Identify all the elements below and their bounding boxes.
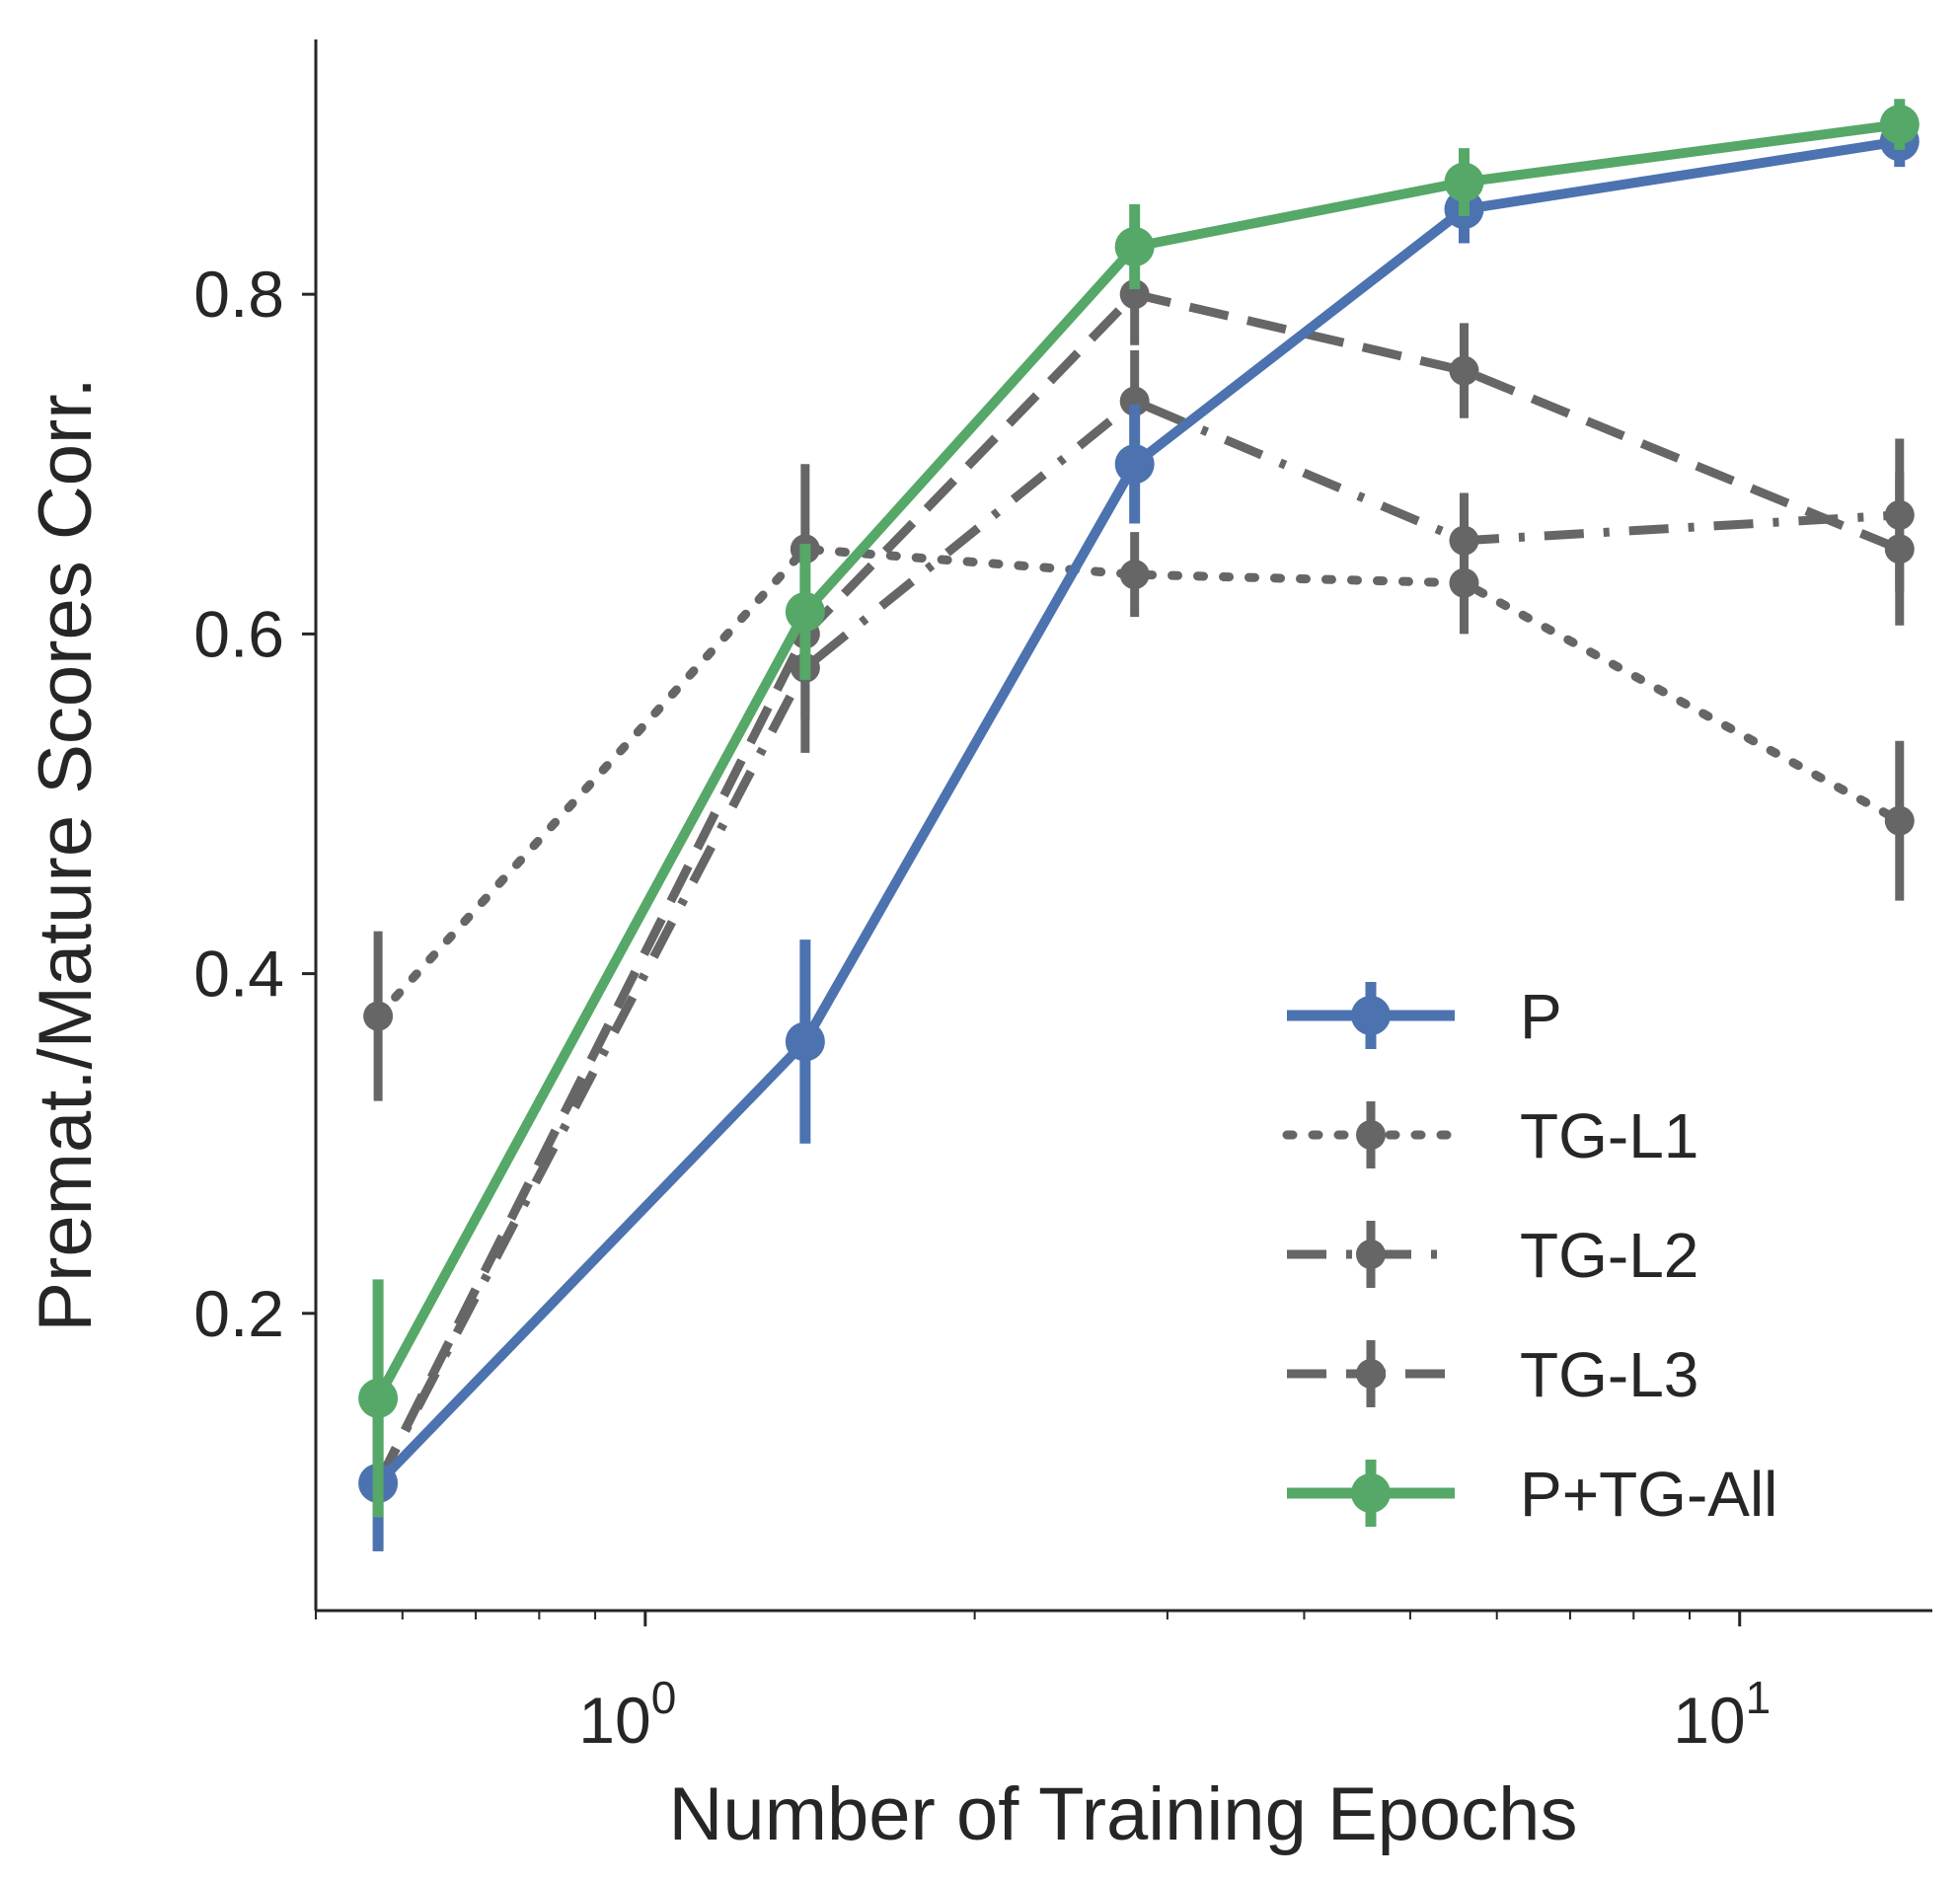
legend-label: TG-L3 (1520, 1339, 1698, 1410)
legend-item-p-tg-all: P+TG-All (1287, 1459, 1777, 1530)
series-line-tg-l1 (373, 544, 1905, 1021)
y-tick-label: 0.8 (193, 258, 284, 331)
legend-marker (1356, 1240, 1386, 1269)
data-point (1119, 386, 1150, 416)
legend-label: P (1520, 981, 1562, 1052)
data-point (1444, 162, 1484, 202)
x-tick-label: 101 (1673, 1672, 1771, 1757)
y-tick-label: 0.4 (193, 938, 284, 1011)
data-point (785, 592, 825, 633)
series (358, 99, 1920, 1551)
data-point (358, 1378, 399, 1418)
y-axis-title: Premat./Mature Scores Corr. (24, 377, 108, 1331)
data-point (1449, 525, 1479, 556)
legend-marker (1356, 1120, 1386, 1150)
legend-label: TG-L2 (1520, 1220, 1698, 1291)
x-tick-base: 10 (1673, 1684, 1745, 1757)
legend-item-tg-l1: TG-L1 (1282, 1100, 1698, 1171)
axes (314, 39, 1932, 1613)
x-axis-title: Number of Training Epochs (669, 1772, 1578, 1856)
data-point (1119, 279, 1150, 310)
series-p-tg-all (358, 99, 1920, 1518)
legend-marker (1351, 996, 1391, 1035)
data-point (1114, 444, 1155, 485)
data-point (1449, 355, 1479, 386)
legend-item-tg-l2: TG-L2 (1287, 1220, 1698, 1291)
x-tick-label: 100 (578, 1672, 676, 1757)
legend-item-p: P (1287, 981, 1562, 1052)
data-point (1114, 226, 1155, 266)
data-point (1119, 560, 1150, 590)
data-point (785, 1021, 825, 1062)
data-point (1879, 105, 1920, 145)
legend-label: P+TG-All (1520, 1459, 1777, 1530)
legend-label: TG-L1 (1520, 1100, 1698, 1171)
y-tick-label: 0.6 (193, 597, 284, 670)
legend-marker (1356, 1359, 1386, 1389)
x-tick-base: 10 (578, 1684, 650, 1757)
legend: P TG-L1 TG-L2 TG-L3 P+TG-All (1282, 981, 1777, 1530)
y-tick-label: 0.2 (193, 1277, 284, 1350)
data-point (1884, 805, 1915, 836)
data-point (363, 1001, 394, 1031)
x-tick-exponent: 0 (651, 1672, 677, 1723)
x-tick-exponent: 1 (1746, 1672, 1772, 1723)
legend-marker (1351, 1473, 1391, 1513)
series-line-tg-l2 (374, 397, 1901, 1486)
data-point (1884, 534, 1915, 564)
legend-item-tg-l3: TG-L3 (1287, 1339, 1698, 1410)
